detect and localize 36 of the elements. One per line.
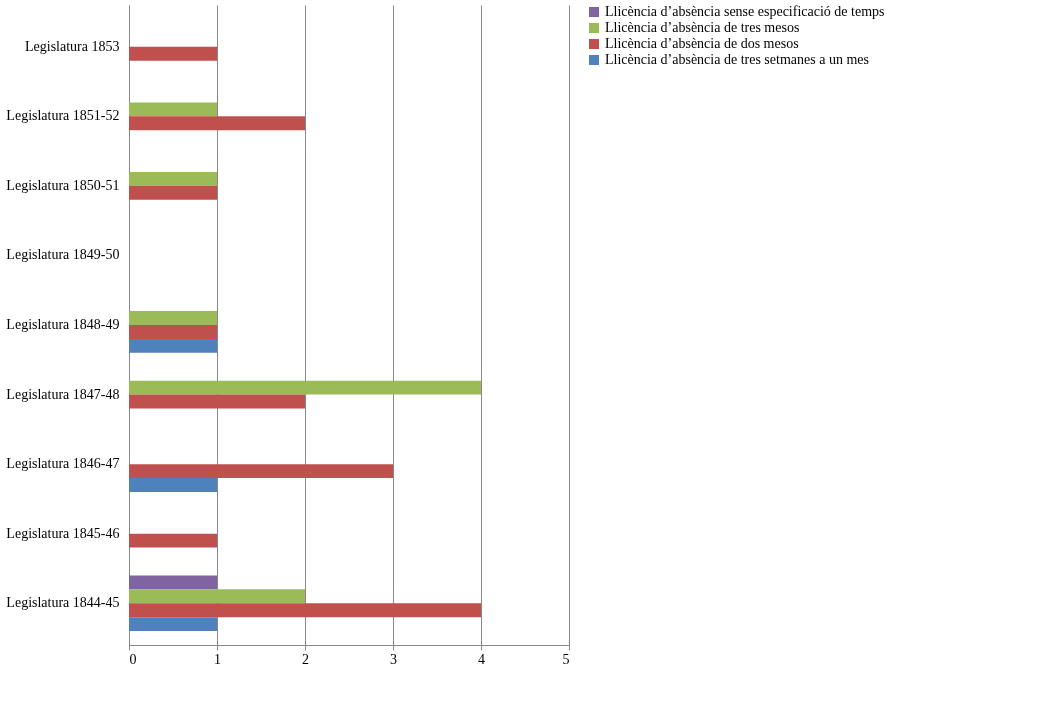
bar (129, 46, 217, 61)
x-tick-label: 3 (390, 651, 397, 667)
bar (129, 338, 217, 353)
bar (129, 575, 217, 590)
bar (129, 464, 393, 479)
bar (129, 603, 481, 618)
bar (129, 380, 481, 395)
legend-label: Llicència d’absència de dos mesos (605, 36, 799, 51)
y-tick-label: Legislatura 1844-45 (6, 595, 120, 611)
y-tick-label: Legislatura 1847-48 (6, 386, 120, 402)
y-tick-label: Legislatura 1851-52 (6, 108, 120, 124)
bar (129, 533, 217, 548)
bar (129, 617, 217, 632)
bar (129, 394, 305, 409)
x-tick-label: 4 (478, 651, 485, 667)
y-tick-label: Legislatura 1845-46 (6, 525, 120, 541)
bar (129, 171, 217, 186)
x-tick-label: 1 (214, 651, 221, 667)
y-tick-label: Legislatura 1848-49 (6, 317, 120, 332)
bar (129, 589, 305, 604)
legend-label: Llicència d’absència de tres mesos (605, 20, 800, 35)
bar (129, 311, 217, 325)
x-tick-label: 2 (302, 651, 309, 667)
legend-label: Llicència d’absència sense especificació de temps (605, 4, 885, 19)
y-tick-label: Legislatura 1849-50 (6, 247, 120, 263)
y-tick-label: Legislatura 1846-47 (6, 456, 120, 472)
bar (129, 478, 217, 492)
bar (129, 102, 217, 117)
x-tick-label: 5 (562, 651, 570, 667)
y-tick-label: Legislatura 1850-51 (6, 177, 120, 193)
bar (129, 185, 217, 200)
legend-label: Llicència d’absència de tres setmanes a un mes (605, 52, 869, 67)
y-tick-label: Legislatura 1853 (25, 38, 120, 54)
x-tick-label: 0 (129, 651, 137, 667)
bar (129, 116, 305, 131)
bar (129, 325, 217, 339)
